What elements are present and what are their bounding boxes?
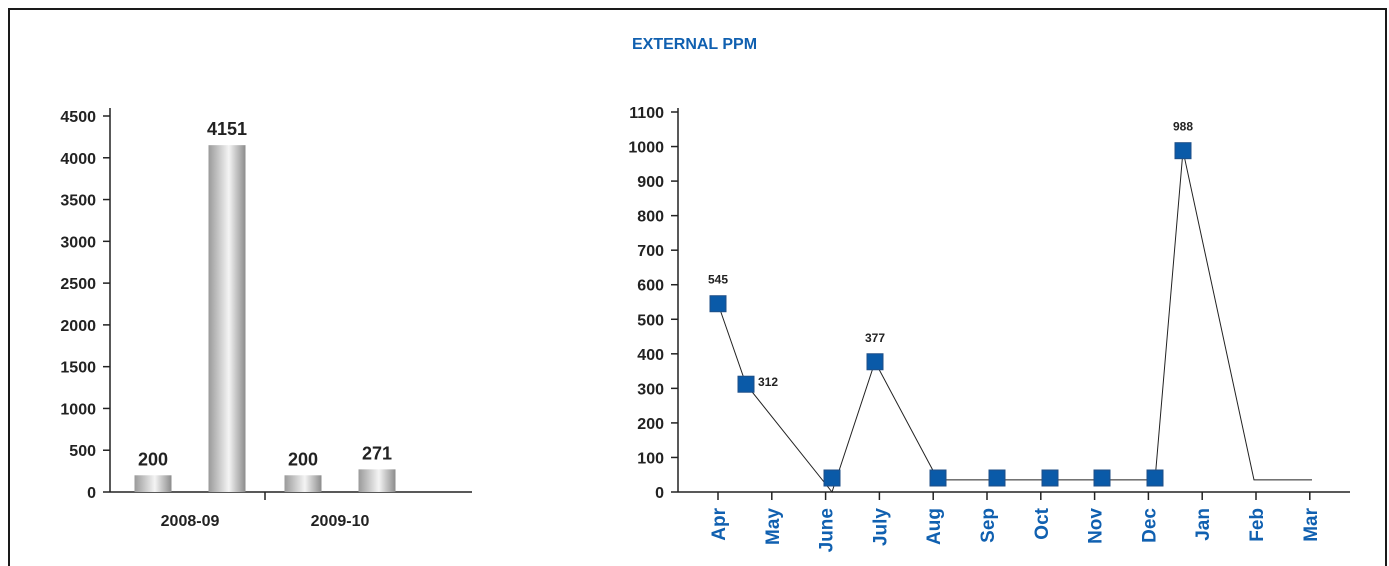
line-y-tick-label: 1000 — [628, 140, 664, 157]
line-y-tick-label: 1100 — [629, 105, 664, 122]
data-label: 545 — [708, 273, 728, 287]
month-label: July — [870, 508, 891, 546]
line-y-tick-label: 900 — [637, 174, 664, 191]
line-y-tick-label: 700 — [637, 243, 664, 260]
data-label: 312 — [758, 375, 778, 389]
chart-title: EXTERNAL PPM — [631, 36, 758, 53]
data-marker — [823, 469, 841, 487]
bar-y-tick-label: 2000 — [60, 318, 96, 335]
bar — [358, 469, 396, 492]
bar-y-tick-label: 4500 — [60, 109, 96, 126]
month-label: Oct — [1032, 507, 1053, 539]
bar-y-tick-label: 2500 — [60, 276, 96, 293]
bar-y-tick-label: 1500 — [60, 360, 96, 377]
month-label: Apr — [709, 507, 730, 540]
data-marker — [709, 295, 727, 313]
line-y-tick-label: 400 — [637, 347, 664, 364]
trend-line — [717, 150, 1312, 494]
bar-y-tick-label: 500 — [69, 443, 96, 460]
bar-y-tick-label: 1000 — [60, 401, 96, 418]
data-marker — [988, 469, 1006, 487]
month-label: June — [817, 508, 838, 552]
data-label: 377 — [865, 331, 885, 345]
line-y-tick-label: 100 — [637, 450, 664, 467]
month-label: Jan — [1193, 508, 1214, 541]
data-marker — [1146, 469, 1164, 487]
bar — [284, 475, 322, 492]
bar-y-tick-label: 4000 — [60, 151, 96, 168]
bar-value-label: 4151 — [207, 119, 247, 139]
data-marker — [1174, 142, 1192, 160]
line-y-tick-label: 200 — [637, 416, 664, 433]
line-y-tick-label: 500 — [637, 312, 664, 329]
month-label: Dec — [1139, 508, 1160, 543]
bar — [134, 475, 172, 492]
bar-category-label: 2008-09 — [161, 513, 220, 530]
month-label: Mar — [1301, 507, 1322, 541]
data-marker — [737, 375, 755, 393]
month-label: Feb — [1247, 508, 1268, 542]
bar-value-label: 200 — [138, 449, 168, 469]
bar — [208, 145, 246, 492]
month-label: Aug — [924, 508, 945, 545]
line-y-tick-label: 600 — [637, 278, 664, 295]
bar-category-label: 2009-10 — [311, 513, 370, 530]
month-label: May — [763, 508, 784, 545]
bar-y-tick-label: 0 — [87, 485, 96, 502]
bar-y-tick-label: 3000 — [60, 234, 96, 251]
bar-value-label: 271 — [362, 443, 392, 463]
data-marker — [1093, 469, 1111, 487]
data-marker — [866, 353, 884, 371]
data-marker — [1041, 469, 1059, 487]
data-marker — [929, 469, 947, 487]
bar-y-tick-label: 3500 — [60, 193, 96, 210]
line-y-tick-label: 800 — [637, 209, 664, 226]
month-label: Sep — [978, 508, 999, 543]
line-y-tick-label: 0 — [655, 485, 664, 502]
month-label: Nov — [1086, 508, 1107, 544]
bar-value-label: 200 — [288, 449, 318, 469]
data-label: 988 — [1173, 120, 1193, 134]
line-y-tick-label: 300 — [637, 381, 664, 398]
